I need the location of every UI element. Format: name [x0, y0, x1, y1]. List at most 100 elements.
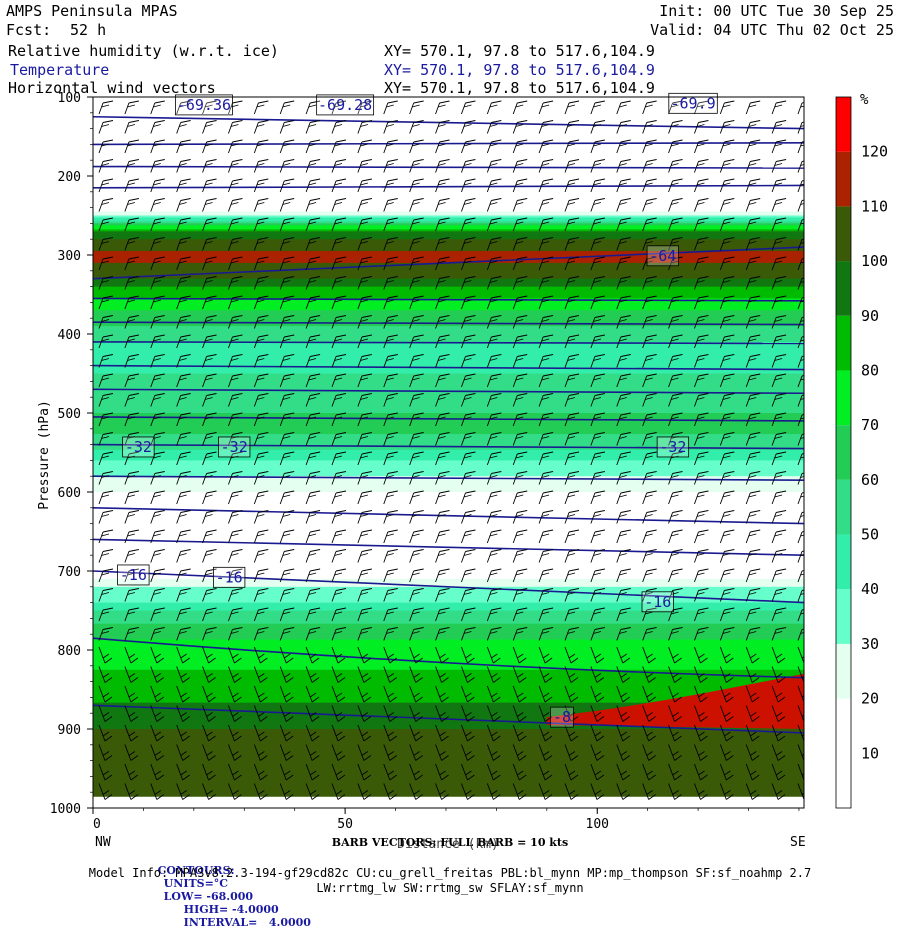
wind-barb: [331, 178, 347, 193]
wind-barb: [616, 588, 631, 602]
wind-barb: [357, 510, 372, 524]
wind-barb: [305, 373, 321, 388]
wind-barb: [202, 217, 217, 232]
rh-band: [93, 623, 804, 630]
wind-barb: [461, 432, 476, 446]
wind-barb: [150, 237, 165, 251]
wind-barb: [512, 100, 528, 115]
rh-band: [93, 492, 804, 506]
wind-barb: [512, 412, 528, 427]
wind-barb: [564, 705, 579, 722]
wind-barb: [228, 315, 243, 329]
wind-barb: [383, 295, 398, 310]
wind-barb: [745, 354, 761, 368]
wind-barb: [461, 510, 476, 524]
wind-barb: [616, 256, 631, 271]
wind-barb: [98, 568, 114, 583]
wind-barb: [668, 198, 683, 212]
wind-barb: [228, 412, 243, 427]
wind-barb: [331, 724, 346, 742]
wind-barb: [642, 120, 657, 134]
wind-barb: [512, 295, 528, 310]
rh-band: [93, 481, 804, 488]
wind-barb: [279, 412, 295, 427]
wind-barb: [409, 529, 424, 544]
wind-barb: [564, 100, 580, 115]
wind-barb: [719, 529, 735, 544]
wind-barb: [331, 490, 347, 505]
wind-barb: [176, 724, 190, 742]
wind-barb: [745, 334, 761, 349]
wind-barb: [98, 139, 114, 154]
wind-barb: [538, 217, 554, 232]
colorbar-swatch: [836, 370, 851, 426]
wind-barb: [253, 471, 269, 485]
wind-barb: [357, 295, 372, 310]
wind-barb: [719, 666, 734, 683]
wind-barb: [409, 178, 424, 193]
wind-barb: [176, 490, 191, 505]
wind-barb: [461, 256, 476, 271]
wind-barb: [98, 256, 114, 271]
wind-barb: [512, 646, 527, 664]
wind-barb: [616, 276, 631, 290]
rh-band: [93, 729, 804, 735]
wind-barb: [98, 705, 113, 722]
wind-barb: [98, 490, 114, 505]
rh-band: [93, 696, 804, 704]
wind-barb: [383, 568, 398, 583]
wind-barb: [745, 744, 760, 761]
wind-barb: [305, 783, 320, 800]
y-tick-label: 100: [58, 91, 81, 106]
wind-barb: [694, 451, 709, 466]
wind-barb: [279, 432, 295, 446]
isotherm-line: [93, 341, 804, 345]
wind-barb: [512, 393, 528, 407]
wind-barb: [435, 373, 450, 388]
wind-barb: [228, 295, 243, 310]
wind-barb: [124, 510, 139, 524]
wind-barb: [719, 568, 735, 583]
wind-barb: [564, 783, 579, 800]
rh-band: [93, 486, 804, 493]
wind-barb: [745, 139, 761, 154]
wind-barb: [486, 354, 502, 368]
wind-barb: [305, 256, 321, 271]
wind-barb: [176, 217, 191, 232]
wind-barb: [694, 744, 708, 761]
wind-barb: [279, 627, 295, 641]
wind-barb: [616, 471, 631, 485]
wind-barb: [202, 471, 217, 485]
contour-label: -32: [218, 436, 251, 458]
wind-barb: [98, 295, 114, 310]
wind-barb: [331, 685, 346, 703]
wind-barb: [124, 120, 139, 134]
wind-barb: [435, 627, 450, 641]
wind-barb: [305, 666, 320, 683]
colorbar-swatch: [836, 753, 851, 808]
wind-barb: [590, 354, 605, 368]
wind-barb: [797, 724, 804, 742]
wind-barb: [176, 549, 191, 563]
wind-barb: [409, 724, 423, 742]
wind-barb: [228, 354, 243, 368]
wind-barb: [150, 471, 165, 485]
wind-barb: [461, 393, 476, 407]
rh-band: [93, 302, 804, 311]
wind-barb: [642, 256, 657, 271]
wind-barb: [176, 412, 191, 427]
wind-barb: [357, 588, 372, 602]
wind-barb: [642, 198, 657, 212]
wind-barb: [461, 276, 476, 290]
wind-barb: [409, 120, 424, 134]
wind-barb: [642, 217, 657, 232]
wind-barb: [176, 139, 191, 154]
wind-barb: [253, 588, 269, 602]
wind-barb: [357, 217, 372, 232]
wind-barb: [745, 510, 761, 524]
colorbar-tick-label: 60: [861, 471, 879, 489]
wind-barb: [202, 783, 216, 800]
wind-barb: [435, 295, 450, 310]
contour-label: -32: [656, 436, 690, 458]
wind-barb: [616, 724, 631, 742]
